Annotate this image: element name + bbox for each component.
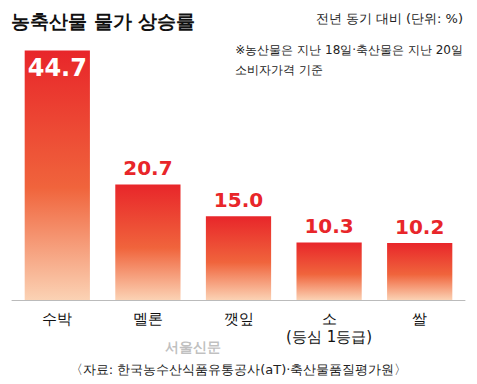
- svg-text:10.2: 10.2: [395, 215, 444, 239]
- svg-text:44.7: 44.7: [28, 54, 87, 82]
- svg-text:전년 동기 대비 (단위: %): 전년 동기 대비 (단위: %): [316, 11, 463, 26]
- svg-text:소: 소: [322, 310, 337, 328]
- svg-text:농축산물 물가 상승률: 농축산물 물가 상승률: [11, 10, 195, 32]
- svg-text:15.0: 15.0: [214, 188, 263, 212]
- svg-text:멜론: 멜론: [133, 310, 163, 328]
- svg-text:소비자가격 기준: 소비자가격 기준: [235, 63, 323, 77]
- svg-text:수박: 수박: [42, 310, 72, 328]
- svg-text:깻잎: 깻잎: [224, 310, 254, 328]
- svg-text:10.3: 10.3: [304, 214, 353, 238]
- svg-text:※농산물은 지난 18일·축산물은 지난 20일: ※농산물은 지난 18일·축산물은 지난 20일: [235, 43, 463, 57]
- svg-text:20.7: 20.7: [123, 156, 172, 180]
- svg-text:쌀: 쌀: [412, 310, 427, 328]
- svg-text:〈자료: 한국농수산식품유통공사(aT)·축산물품질평가원〉: 〈자료: 한국농수산식품유통공사(aT)·축산물품질평가원〉: [70, 362, 408, 377]
- svg-text:(등심 1등급): (등심 1등급): [286, 328, 372, 346]
- svg-text:서울신문: 서울신문: [165, 339, 221, 355]
